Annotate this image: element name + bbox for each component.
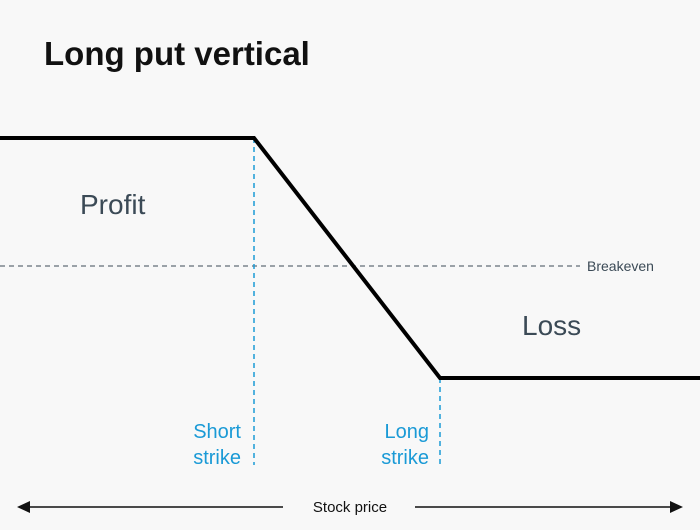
short-strike-label-line2: strike bbox=[193, 447, 241, 469]
long-strike-label-line1: Long bbox=[385, 421, 430, 443]
payoff-line bbox=[0, 136, 700, 380]
profit-label: Profit bbox=[80, 189, 146, 220]
axis-right-arrow-icon bbox=[670, 501, 683, 513]
breakeven-label: Breakeven bbox=[587, 258, 654, 274]
short-strike-label-line1: Short bbox=[193, 421, 241, 443]
axis-left-arrow-icon bbox=[17, 501, 30, 513]
diagram-title: Long put vertical bbox=[44, 35, 310, 72]
loss-label: Loss bbox=[522, 310, 581, 341]
long-strike-label-line2: strike bbox=[381, 447, 429, 469]
axis-label: Stock price bbox=[313, 499, 387, 516]
